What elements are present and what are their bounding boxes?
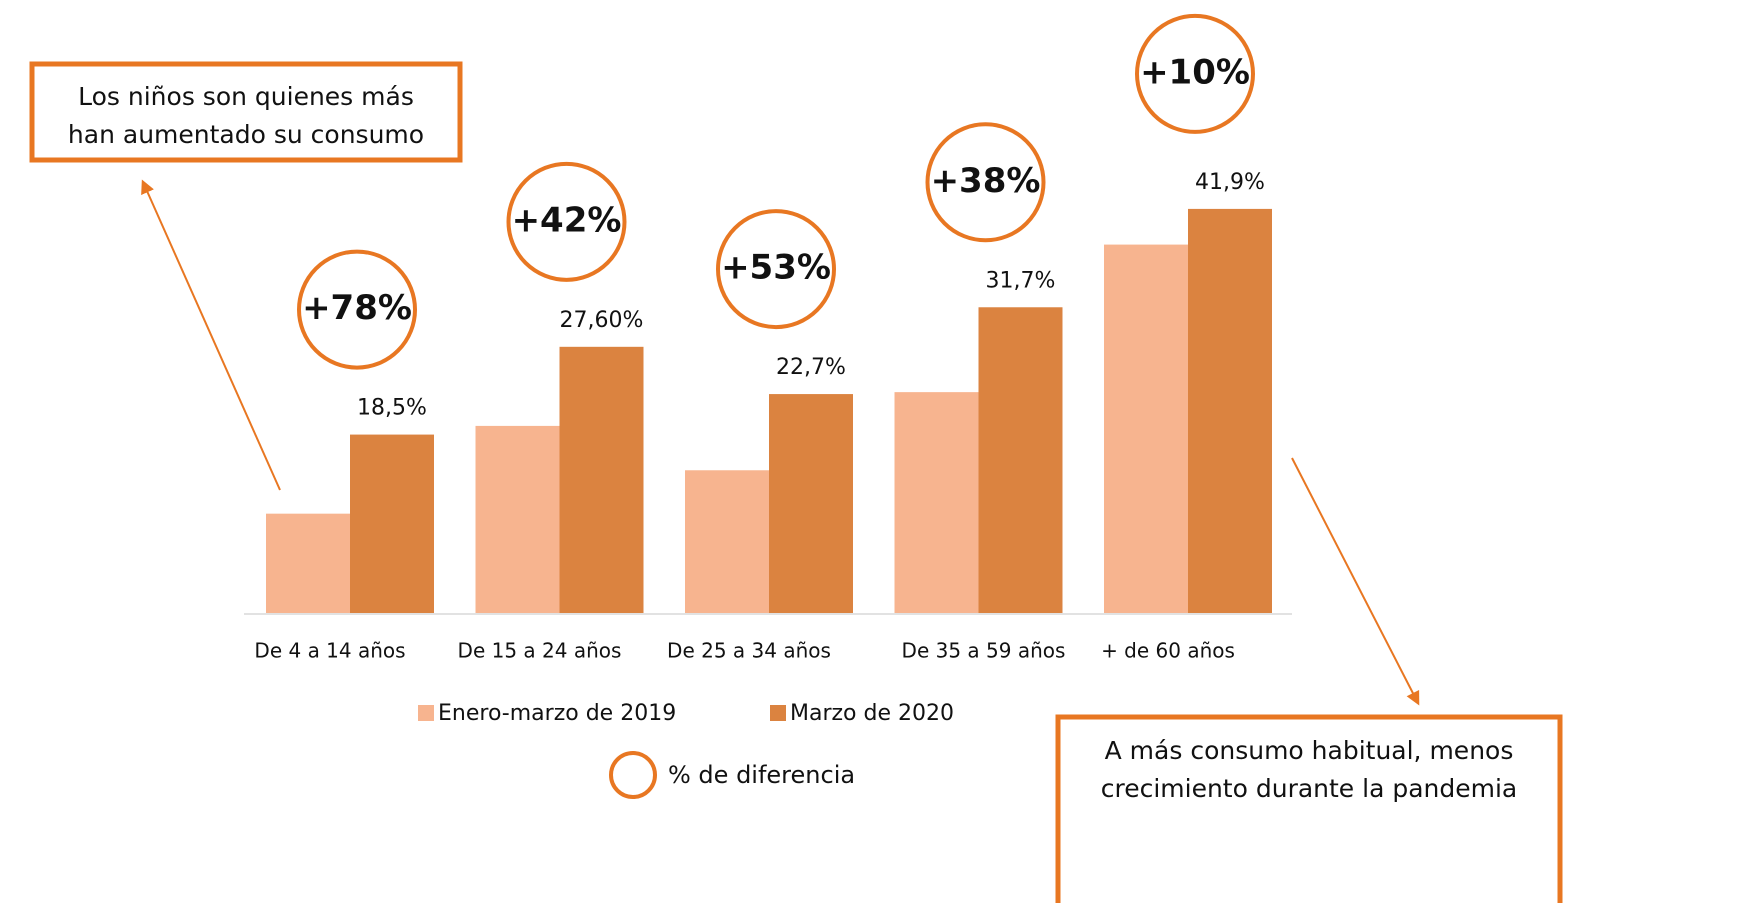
difference-circle	[506, 161, 627, 282]
difference-label: +78%	[302, 288, 412, 328]
legend-label: Marzo de 2020	[790, 701, 954, 726]
bar	[266, 513, 350, 613]
difference-label: +38%	[931, 161, 1041, 201]
bar	[1104, 244, 1188, 614]
x-tick-label: De 25 a 34 años	[667, 639, 831, 663]
difference-label: +10%	[1140, 52, 1250, 92]
annotation-text: Los niños son quienes más	[78, 82, 414, 111]
legend-label: % de diferencia	[668, 761, 855, 789]
bar	[350, 434, 434, 613]
bar	[769, 394, 853, 613]
difference-circle	[925, 122, 1046, 243]
annotation-text: crecimiento durante la pandemia	[1101, 774, 1518, 803]
difference-circle	[1135, 13, 1255, 134]
difference-circle	[297, 249, 417, 370]
annotation-box	[1055, 714, 1563, 903]
bar	[894, 392, 979, 613]
bar	[475, 425, 560, 613]
arrow	[1291, 457, 1420, 706]
data-label: 18,5%	[357, 396, 427, 421]
legend-swatch	[770, 705, 786, 721]
bar	[685, 470, 769, 613]
difference-label: +53%	[721, 248, 831, 288]
data-label: 31,7%	[986, 268, 1056, 293]
data-label: 27,60%	[560, 308, 644, 333]
data-label: 41,9%	[1195, 170, 1265, 195]
legend-circle	[609, 751, 657, 799]
arrow	[141, 179, 281, 491]
x-tick-label: + de 60 años	[1101, 639, 1235, 663]
bar	[978, 307, 1063, 613]
bar	[559, 346, 644, 613]
difference-label: +42%	[512, 200, 622, 240]
difference-circle	[716, 209, 836, 330]
annotation-box	[29, 61, 463, 163]
x-tick-label: De 35 a 59 años	[902, 639, 1066, 663]
x-tick-label: De 4 a 14 años	[254, 639, 405, 663]
data-label: 22,7%	[776, 355, 846, 380]
x-tick-label: De 15 a 24 años	[458, 639, 622, 663]
annotation-text: A más consumo habitual, menos	[1105, 736, 1514, 765]
annotation-text: han aumentado su consumo	[68, 120, 424, 149]
legend-swatch	[418, 705, 434, 721]
bar	[1188, 208, 1272, 614]
legend-label: Enero-marzo de 2019	[438, 701, 676, 726]
